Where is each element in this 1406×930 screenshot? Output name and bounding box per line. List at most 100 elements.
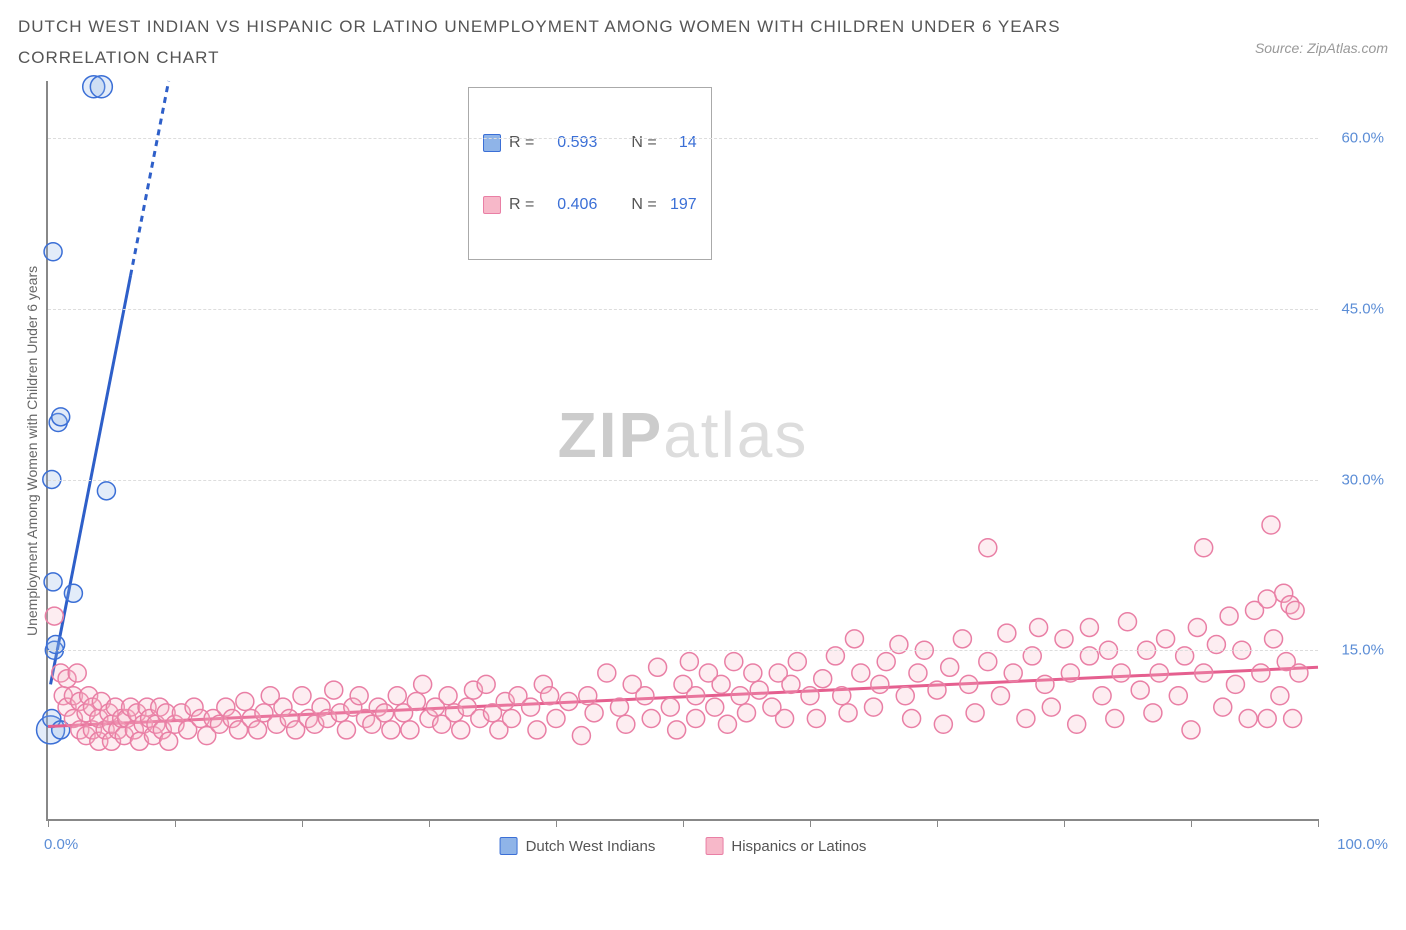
data-point (1271, 687, 1289, 705)
data-point (1157, 630, 1175, 648)
data-point (1080, 619, 1098, 637)
data-point (1284, 710, 1302, 728)
data-point (1093, 687, 1111, 705)
bottom-legend: Dutch West Indians Hispanics or Latinos (500, 837, 867, 855)
data-point (45, 607, 63, 625)
data-point (1144, 704, 1162, 722)
data-point (541, 687, 559, 705)
data-point (992, 687, 1010, 705)
data-point (477, 676, 495, 694)
data-point (1258, 590, 1276, 608)
data-point (382, 721, 400, 739)
data-point (941, 658, 959, 676)
x-label-right: 100.0% (1337, 836, 1388, 853)
data-point (236, 693, 254, 711)
data-point (1017, 710, 1035, 728)
data-point (579, 687, 597, 705)
legend-item-dutch: Dutch West Indians (500, 837, 656, 855)
data-point (1150, 664, 1168, 682)
data-point (1239, 710, 1257, 728)
data-point (249, 721, 267, 739)
chart-title: DUTCH WEST INDIAN VS HISPANIC OR LATINO … (18, 12, 1138, 73)
data-point (750, 681, 768, 699)
data-point (845, 630, 863, 648)
data-point (706, 698, 724, 716)
y-tick-label: 15.0% (1341, 642, 1384, 659)
data-point (522, 698, 540, 716)
data-point (97, 482, 115, 500)
data-point (1262, 516, 1280, 534)
data-point (407, 693, 425, 711)
x-ticks (48, 819, 1318, 827)
data-point (1214, 698, 1232, 716)
data-point (712, 676, 730, 694)
data-point (44, 573, 62, 591)
data-point (1252, 664, 1270, 682)
data-point (807, 710, 825, 728)
data-point (718, 715, 736, 733)
data-point (1030, 619, 1048, 637)
legend-item-hispanic: Hispanics or Latinos (705, 837, 866, 855)
data-point (503, 710, 521, 728)
data-point (903, 710, 921, 728)
data-point (572, 727, 590, 745)
data-point (1286, 602, 1304, 620)
data-point (617, 715, 635, 733)
data-point (1258, 710, 1276, 728)
data-point (64, 584, 82, 602)
data-point (788, 653, 806, 671)
y-tick-label: 45.0% (1341, 300, 1384, 317)
scatter-plot: ZIPatlas R = 0.593 N = 14 R = 0.406 N = … (46, 81, 1318, 821)
data-point (966, 704, 984, 722)
data-point (909, 664, 927, 682)
data-point (731, 687, 749, 705)
data-point (1290, 664, 1308, 682)
data-point (642, 710, 660, 728)
data-point (877, 653, 895, 671)
data-point (376, 704, 394, 722)
data-point (738, 704, 756, 722)
data-point (1182, 721, 1200, 739)
plot-svg (48, 81, 1318, 819)
data-point (833, 687, 851, 705)
data-point (998, 624, 1016, 642)
data-point (934, 715, 952, 733)
x-label-left: 0.0% (44, 836, 78, 853)
data-point (52, 408, 70, 426)
data-point (1131, 681, 1149, 699)
data-point (44, 243, 62, 261)
data-point (350, 687, 368, 705)
data-point (1055, 630, 1073, 648)
data-point (401, 721, 419, 739)
data-point (871, 676, 889, 694)
data-point (725, 653, 743, 671)
swatch-icon (705, 837, 723, 855)
data-point (1004, 664, 1022, 682)
data-point (547, 710, 565, 728)
data-point (1042, 698, 1060, 716)
data-point (979, 539, 997, 557)
data-point (90, 76, 112, 98)
data-point (839, 704, 857, 722)
data-point (636, 687, 654, 705)
data-point (687, 710, 705, 728)
data-point (293, 687, 311, 705)
data-point (1188, 619, 1206, 637)
data-point (1226, 676, 1244, 694)
data-point (1112, 664, 1130, 682)
data-point (865, 698, 883, 716)
data-point (744, 664, 762, 682)
data-point (1169, 687, 1187, 705)
source-label: Source: ZipAtlas.com (1255, 40, 1388, 56)
data-point (1265, 630, 1283, 648)
data-point (160, 732, 178, 750)
data-point (668, 721, 686, 739)
data-point (1036, 676, 1054, 694)
data-point (782, 676, 800, 694)
data-point (1068, 715, 1086, 733)
data-point (414, 676, 432, 694)
data-point (1195, 539, 1213, 557)
data-point (814, 670, 832, 688)
legend-label: Dutch West Indians (526, 838, 656, 855)
data-point (1061, 664, 1079, 682)
